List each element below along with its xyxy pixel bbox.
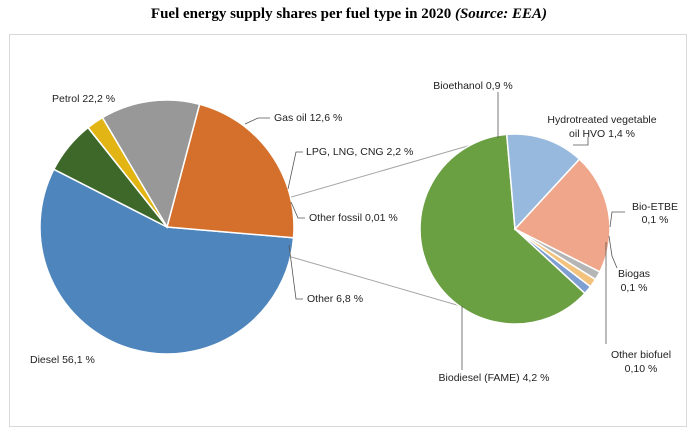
leader-lpg: [287, 151, 303, 190]
connector-bottom: [287, 255, 475, 311]
label-other-biofuel: Other biofuel 0,10 %: [611, 349, 671, 375]
label-other-fossil: Other fossil 0,01 %: [309, 212, 398, 224]
chart-title: Fuel energy supply shares per fuel type …: [0, 6, 698, 23]
main-pie-slice-2: [101, 99, 201, 229]
main-pie-slice-5: [52, 126, 168, 228]
slice-labels: Petrol 22,2 % Diesel 56,1 % Gas oil 12,6 %…: [30, 80, 678, 384]
leader-bio-etbe: [609, 211, 625, 228]
chart-frame: [9, 34, 687, 427]
chart-title-source: (Source: EEA): [454, 6, 548, 22]
main-pie-slice-1: [166, 103, 295, 239]
leader-other-fossil: [290, 201, 305, 219]
connector-lines: [287, 142, 479, 311]
label-biodiesel: Biodiesel (FAME) 4,2 %: [439, 372, 550, 384]
label-hvo: Hydrotreated vegetable oil HVO 1,4 %: [547, 114, 656, 140]
leader-gas-oil: [244, 117, 270, 125]
biofuel-pie-slice-0: [419, 133, 586, 325]
label-gas-oil: Gas oil 12,6 %: [274, 112, 342, 124]
label-lpg: LPG, LNG, CNG 2,2 %: [306, 146, 413, 158]
biofuel-pie-slice-2: [513, 158, 611, 273]
leader-lines: [244, 92, 625, 370]
label-bioethanol: Bioethanol 0,9 %: [433, 80, 512, 92]
label-bio-etbe: Bio-ETBE 0,1 %: [632, 201, 678, 226]
label-other: Other 6,8 %: [307, 293, 363, 305]
label-biogas: Biogas 0,1 %: [618, 268, 650, 294]
biofuel-pie: [419, 133, 611, 325]
label-diesel: Diesel 56,1 %: [30, 354, 95, 366]
leader-other: [288, 244, 303, 300]
biofuel-pie-slice-1: [505, 133, 581, 231]
connector-top: [287, 142, 479, 199]
main-pie-slice-0: [39, 168, 295, 355]
main-pie: [39, 99, 295, 355]
leader-hvo: [573, 137, 589, 146]
label-petrol: Petrol 22,2 %: [52, 93, 115, 105]
chart-title-main: Fuel energy supply shares per fuel type …: [150, 6, 455, 22]
leader-biogas: [608, 235, 618, 269]
